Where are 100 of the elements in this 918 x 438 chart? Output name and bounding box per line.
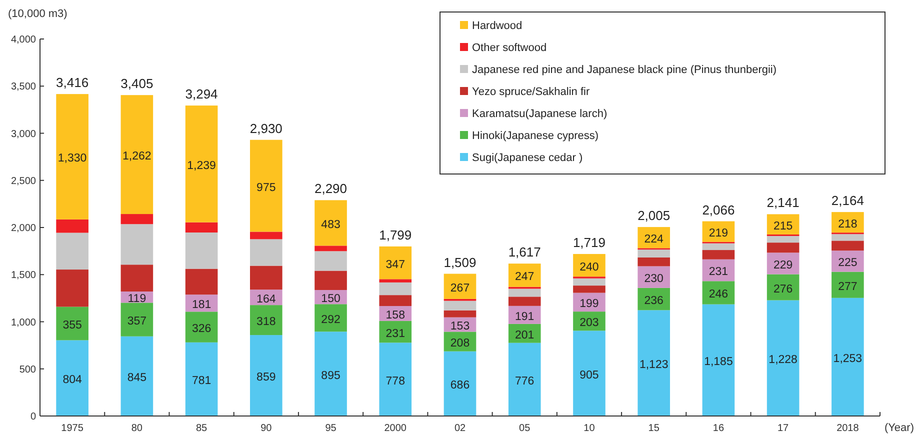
legend-label: Karamatsu(Japanese larch)	[472, 108, 608, 120]
bar	[250, 335, 282, 416]
total-label: 1,799	[379, 227, 412, 242]
data-label: 804	[62, 374, 83, 386]
data-label: 230	[644, 273, 664, 286]
bar	[508, 342, 541, 416]
bar	[250, 266, 282, 290]
bar	[638, 266, 670, 288]
bar	[185, 232, 218, 269]
total-label: 2,930	[250, 120, 282, 136]
data-label: 318	[256, 316, 276, 328]
bar	[702, 250, 735, 260]
total-label: 1,509	[444, 254, 476, 270]
data-label: 1,262	[122, 150, 152, 163]
data-label: 267	[450, 282, 470, 294]
bar	[120, 214, 154, 224]
data-label: 975	[256, 182, 276, 194]
data-label: 236	[644, 295, 664, 308]
total-label: 2,066	[702, 202, 735, 218]
y-axis-title: (10,000 m3)	[8, 8, 68, 20]
x-tick-label: 15	[648, 423, 660, 434]
bar	[379, 295, 412, 306]
data-label: 246	[708, 288, 728, 301]
data-label: 1,239	[187, 160, 216, 172]
bar	[766, 300, 800, 416]
x-tick-label: 95	[325, 423, 337, 434]
total-label: 3,416	[56, 75, 89, 90]
bar	[185, 268, 218, 295]
total-label: 3,294	[185, 86, 218, 102]
legend-label: Hinoki(Japanese cypress)	[472, 130, 599, 142]
bar	[832, 234, 864, 241]
bar	[766, 274, 800, 300]
bar	[832, 272, 864, 298]
data-label: 778	[386, 375, 405, 388]
legend-label: Yezo spruce/Sakhalin fir	[472, 86, 590, 98]
x-tick-label: 02	[454, 423, 466, 434]
bar	[832, 250, 864, 272]
legend-label: Other softwood	[472, 42, 547, 54]
bar	[766, 236, 800, 243]
data-label: 347	[386, 258, 405, 271]
total-label: 3,405	[120, 76, 154, 92]
y-tick-label: 500	[19, 364, 36, 376]
bar	[832, 298, 864, 416]
bar	[444, 310, 476, 318]
bar	[702, 243, 735, 250]
y-tick-label: 3,000	[10, 128, 36, 140]
data-label: 845	[127, 372, 147, 384]
bar	[379, 282, 412, 296]
bar	[185, 342, 218, 416]
bar	[250, 232, 282, 240]
bar	[56, 94, 88, 220]
bar	[702, 304, 735, 416]
bar	[766, 214, 800, 234]
data-label: 859	[256, 372, 276, 384]
bar	[573, 278, 606, 286]
bar	[250, 239, 282, 266]
data-label: 158	[386, 309, 405, 322]
data-label: 240	[580, 261, 599, 274]
data-label: 326	[192, 323, 212, 336]
data-label: 219	[708, 228, 728, 240]
x-tick-label: 90	[260, 423, 272, 434]
y-tick-label: 1,000	[10, 317, 36, 328]
data-label: 203	[580, 317, 599, 330]
bar	[638, 250, 670, 258]
data-label: 1,253	[833, 352, 862, 365]
y-tick-label: 2,500	[10, 176, 36, 187]
x-tick-label: 1975	[61, 423, 84, 434]
bar	[379, 279, 412, 282]
bar	[185, 222, 218, 232]
bar	[379, 342, 412, 416]
bar	[120, 224, 154, 265]
bar	[702, 281, 735, 304]
data-label: 231	[386, 328, 405, 340]
bar	[250, 305, 282, 336]
y-tick-label: 0	[30, 412, 36, 422]
bar	[56, 219, 88, 233]
data-label: 905	[580, 369, 599, 382]
bar	[56, 340, 88, 416]
data-label: 229	[773, 259, 793, 272]
total-label: 1,719	[572, 234, 606, 250]
data-label: 276	[773, 283, 793, 296]
total-label: 1,617	[508, 244, 541, 260]
data-label: 1,123	[639, 359, 668, 372]
data-label: 231	[708, 266, 728, 278]
data-label: 355	[62, 319, 82, 332]
data-label: 224	[644, 234, 664, 246]
x-tick-label: 17	[778, 423, 790, 434]
x-tick-label: 2000	[384, 423, 407, 434]
data-label: 1,185	[704, 356, 733, 368]
x-tick-label: 2018	[836, 423, 860, 434]
bar	[314, 304, 347, 332]
bar	[638, 257, 670, 266]
y-tick-label: 4,000	[10, 34, 36, 46]
total-label: 2,005	[638, 208, 670, 224]
x-tick-label: 05	[519, 423, 531, 434]
y-tick-label: 3,500	[10, 82, 36, 93]
bar	[379, 246, 412, 280]
bar	[250, 140, 282, 232]
x-tick-label: 16	[712, 423, 724, 434]
bar	[638, 310, 670, 416]
